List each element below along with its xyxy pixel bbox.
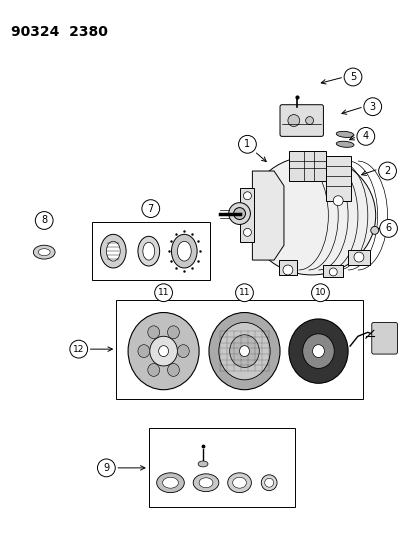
Text: 2: 2 xyxy=(384,166,390,176)
Circle shape xyxy=(70,340,88,358)
Circle shape xyxy=(235,284,253,302)
Bar xyxy=(239,188,254,243)
Ellipse shape xyxy=(228,203,250,224)
Ellipse shape xyxy=(239,346,249,357)
Ellipse shape xyxy=(171,235,197,268)
Ellipse shape xyxy=(312,345,324,358)
Text: 90324  2380: 90324 2380 xyxy=(11,25,107,38)
Circle shape xyxy=(356,127,374,146)
Ellipse shape xyxy=(158,346,168,357)
Circle shape xyxy=(328,268,337,276)
Ellipse shape xyxy=(229,335,259,367)
Bar xyxy=(325,156,350,201)
Circle shape xyxy=(243,192,251,200)
Text: 7: 7 xyxy=(147,204,154,214)
Bar xyxy=(323,265,342,277)
Bar xyxy=(91,222,209,280)
Circle shape xyxy=(238,135,256,153)
Text: 11: 11 xyxy=(157,288,169,297)
Ellipse shape xyxy=(261,475,276,491)
Circle shape xyxy=(97,459,115,477)
Circle shape xyxy=(282,265,292,275)
Circle shape xyxy=(353,252,363,262)
Ellipse shape xyxy=(177,241,191,261)
Ellipse shape xyxy=(335,131,353,138)
FancyBboxPatch shape xyxy=(371,322,396,354)
Circle shape xyxy=(363,98,381,116)
Circle shape xyxy=(142,200,159,217)
Ellipse shape xyxy=(38,249,50,256)
Ellipse shape xyxy=(232,477,246,488)
Ellipse shape xyxy=(147,364,159,376)
Ellipse shape xyxy=(198,461,207,467)
Text: 4: 4 xyxy=(362,131,368,141)
Circle shape xyxy=(378,162,396,180)
Ellipse shape xyxy=(100,235,126,268)
Circle shape xyxy=(287,115,299,126)
Text: 8: 8 xyxy=(41,215,47,225)
Bar xyxy=(347,250,369,265)
Ellipse shape xyxy=(177,345,189,358)
Text: 10: 10 xyxy=(314,288,325,297)
Ellipse shape xyxy=(247,156,375,275)
Ellipse shape xyxy=(370,227,378,235)
Circle shape xyxy=(154,284,172,302)
FancyBboxPatch shape xyxy=(279,104,323,136)
Ellipse shape xyxy=(288,319,347,383)
Text: 1: 1 xyxy=(244,139,250,149)
Ellipse shape xyxy=(264,478,273,487)
Ellipse shape xyxy=(302,334,333,368)
Text: 12: 12 xyxy=(73,345,84,353)
Ellipse shape xyxy=(156,473,184,492)
Bar xyxy=(116,300,362,399)
Ellipse shape xyxy=(150,336,177,366)
Polygon shape xyxy=(252,171,283,260)
Bar xyxy=(288,151,325,181)
Circle shape xyxy=(35,212,53,229)
Ellipse shape xyxy=(33,245,55,259)
Circle shape xyxy=(332,196,342,206)
Text: 9: 9 xyxy=(103,463,109,473)
Ellipse shape xyxy=(162,477,178,488)
Ellipse shape xyxy=(128,312,199,390)
Text: 5: 5 xyxy=(349,72,355,82)
Ellipse shape xyxy=(209,312,279,390)
Bar xyxy=(278,260,296,275)
Text: 6: 6 xyxy=(385,223,391,233)
Ellipse shape xyxy=(218,322,270,380)
Circle shape xyxy=(379,220,396,237)
Ellipse shape xyxy=(106,241,120,261)
Ellipse shape xyxy=(138,236,159,266)
Ellipse shape xyxy=(142,243,154,260)
Circle shape xyxy=(311,284,328,302)
Circle shape xyxy=(243,229,251,236)
Ellipse shape xyxy=(167,326,179,338)
Ellipse shape xyxy=(227,473,251,492)
Ellipse shape xyxy=(233,208,245,220)
Bar xyxy=(148,429,294,507)
Ellipse shape xyxy=(147,326,159,338)
Ellipse shape xyxy=(138,345,150,358)
Circle shape xyxy=(343,68,361,86)
Text: 3: 3 xyxy=(369,102,375,112)
Ellipse shape xyxy=(167,364,179,376)
Circle shape xyxy=(305,117,313,125)
Ellipse shape xyxy=(193,474,218,491)
Text: 11: 11 xyxy=(238,288,249,297)
Ellipse shape xyxy=(199,478,212,488)
Ellipse shape xyxy=(335,141,353,147)
